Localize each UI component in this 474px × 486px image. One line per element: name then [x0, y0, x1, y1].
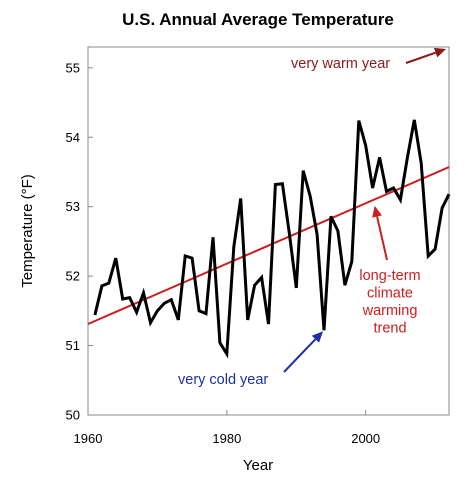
very-cold-year-label: very cold year: [178, 372, 268, 388]
warming-trend-label-line: trend: [373, 321, 406, 337]
very-warm-year-arrow: [405, 47, 446, 64]
very-cold-year-arrow: [283, 331, 324, 373]
y-axis: 50 51 52 53 54 55: [66, 60, 93, 423]
annotations: very warm year very cold year long-term cli…: [178, 47, 446, 388]
chart-title: U.S. Annual Average Temperature: [122, 10, 394, 29]
x-tick-label: 1980: [212, 431, 241, 446]
y-tick-label: 51: [66, 338, 80, 353]
warming-trend-label-line: climate: [367, 286, 413, 302]
x-tick-label: 2000: [351, 431, 380, 446]
warming-trend-arrow: [372, 205, 388, 261]
warming-trend-line: [87, 166, 450, 325]
y-tick-label: 52: [66, 269, 80, 284]
y-axis-label: Temperature (°F): [19, 174, 36, 288]
annual-temperature-line: [93, 119, 451, 359]
y-tick-label: 55: [66, 60, 80, 75]
plot-frame: [87, 46, 450, 416]
very-warm-year-label: very warm year: [291, 56, 390, 72]
warming-trend-label-line: long-term: [359, 268, 420, 284]
y-tick-label: 53: [66, 199, 80, 214]
series-layer: [87, 119, 451, 359]
y-tick-label: 50: [66, 408, 80, 423]
warming-trend-label: long-term climate warming trend: [359, 268, 420, 337]
y-tick-label: 54: [66, 130, 80, 145]
x-tick-label: 1960: [74, 431, 103, 446]
warming-trend-label-line: warming: [362, 303, 418, 319]
x-axis-label: Year: [243, 457, 273, 474]
x-axis: 1960 1980 2000: [74, 410, 380, 446]
